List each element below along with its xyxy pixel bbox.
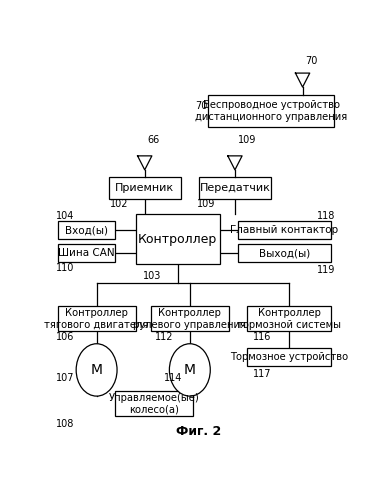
FancyBboxPatch shape bbox=[199, 178, 271, 199]
Text: Передатчик: Передатчик bbox=[199, 183, 270, 193]
Text: 119: 119 bbox=[317, 265, 336, 275]
Text: 109: 109 bbox=[238, 134, 256, 144]
Text: 102: 102 bbox=[110, 200, 129, 209]
FancyBboxPatch shape bbox=[247, 306, 331, 332]
Text: 114: 114 bbox=[164, 372, 183, 382]
FancyBboxPatch shape bbox=[57, 306, 136, 332]
FancyBboxPatch shape bbox=[151, 306, 229, 332]
Circle shape bbox=[76, 344, 117, 396]
FancyBboxPatch shape bbox=[247, 348, 331, 366]
FancyBboxPatch shape bbox=[109, 178, 181, 199]
Text: Приемник: Приемник bbox=[115, 183, 174, 193]
FancyBboxPatch shape bbox=[136, 214, 220, 264]
Text: 107: 107 bbox=[56, 372, 74, 382]
Text: 118: 118 bbox=[317, 211, 336, 221]
Text: 112: 112 bbox=[155, 332, 174, 342]
Text: M: M bbox=[91, 363, 102, 377]
Text: 117: 117 bbox=[253, 369, 272, 379]
Text: 109: 109 bbox=[197, 200, 216, 209]
FancyBboxPatch shape bbox=[115, 391, 193, 416]
Text: 104: 104 bbox=[56, 211, 74, 221]
FancyBboxPatch shape bbox=[238, 244, 331, 262]
FancyBboxPatch shape bbox=[57, 222, 115, 239]
FancyBboxPatch shape bbox=[208, 94, 334, 128]
Text: Контроллер
рулевого управления: Контроллер рулевого управления bbox=[133, 308, 246, 330]
Text: M: M bbox=[184, 363, 196, 377]
Text: 70: 70 bbox=[306, 56, 318, 66]
Text: Беспроводное устройство
дистанционного управления: Беспроводное устройство дистанционного у… bbox=[195, 100, 347, 122]
Text: Шина CAN: Шина CAN bbox=[58, 248, 114, 258]
FancyBboxPatch shape bbox=[238, 222, 331, 239]
Text: Тормозное устройство: Тормозное устройство bbox=[230, 352, 348, 362]
FancyBboxPatch shape bbox=[57, 244, 115, 262]
Text: Фиг. 2: Фиг. 2 bbox=[176, 425, 222, 438]
Text: 106: 106 bbox=[56, 332, 74, 342]
Text: Управляемое(ые)
колесо(а): Управляемое(ые) колесо(а) bbox=[108, 393, 199, 414]
Text: Контроллер
тягового двигателя: Контроллер тягового двигателя bbox=[44, 308, 149, 330]
Text: Выход(ы): Выход(ы) bbox=[259, 248, 310, 258]
Text: Контроллер: Контроллер bbox=[138, 232, 217, 245]
Text: 66: 66 bbox=[148, 134, 160, 144]
Text: 110: 110 bbox=[56, 263, 74, 273]
Text: 116: 116 bbox=[253, 332, 271, 342]
Text: Контроллер
тормозной системы: Контроллер тормозной системы bbox=[237, 308, 341, 330]
Text: 103: 103 bbox=[143, 270, 161, 280]
Text: 108: 108 bbox=[56, 419, 74, 429]
Circle shape bbox=[170, 344, 210, 396]
Text: Главный контактор: Главный контактор bbox=[230, 225, 339, 235]
Text: Вход(ы): Вход(ы) bbox=[64, 225, 107, 235]
Text: 70: 70 bbox=[196, 101, 208, 111]
